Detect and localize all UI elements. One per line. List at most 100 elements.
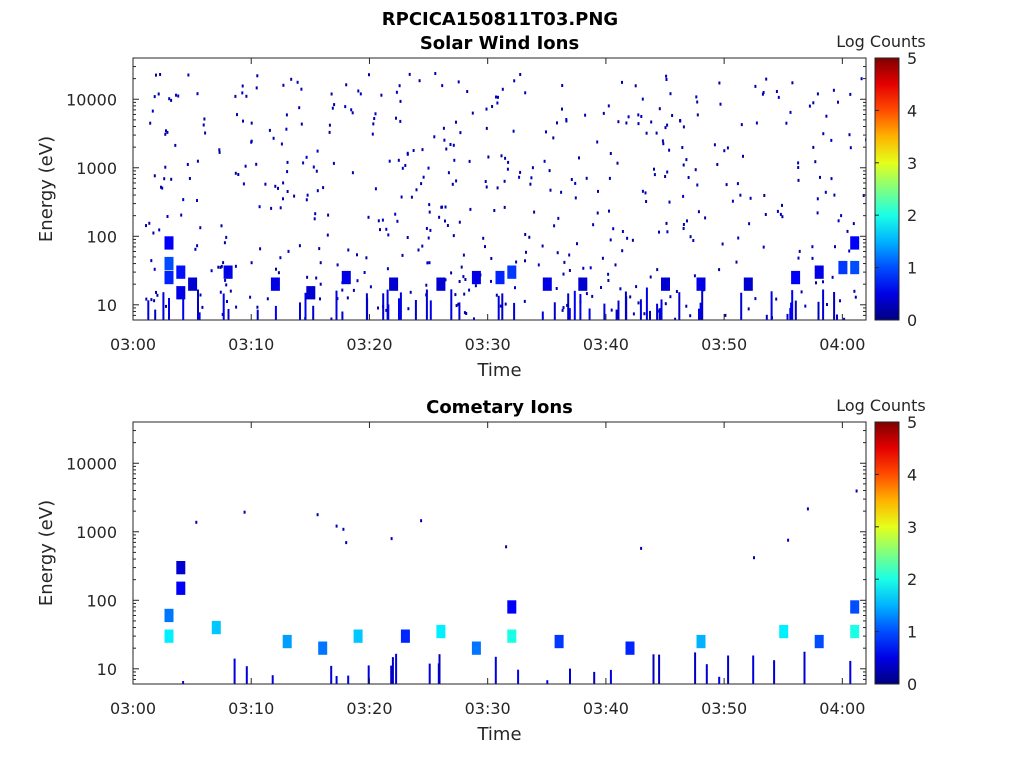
noise-pixel: [466, 90, 469, 93]
noise-pixel: [258, 205, 261, 209]
noise-pixel: [264, 182, 267, 186]
noise-pixel: [504, 156, 507, 160]
noise-pixel: [816, 211, 819, 215]
streak-pixel: [154, 309, 157, 320]
noise-pixel: [610, 308, 613, 312]
noise-pixel: [463, 292, 466, 296]
noise-pixel: [457, 302, 460, 306]
x-tick-label: 03:00: [110, 335, 156, 354]
noise-pixel: [830, 177, 833, 181]
noise-pixel: [280, 142, 283, 146]
streak-pixel: [791, 290, 794, 320]
heatmap-cell: [578, 277, 588, 291]
heatmap-cell: [850, 600, 860, 614]
heatmap-cell: [554, 634, 564, 649]
noise-pixel: [159, 73, 162, 76]
noise-pixel: [819, 175, 821, 179]
noise-pixel: [153, 95, 156, 99]
streak-pixel: [833, 292, 836, 320]
noise-pixel: [220, 224, 223, 228]
streak-pixel: [639, 299, 642, 320]
streak-pixel: [473, 317, 475, 320]
noise-pixel: [682, 163, 685, 167]
streak-pixel: [567, 293, 570, 320]
streak-pixel: [330, 665, 333, 684]
panel-title: Cometary Ions: [426, 397, 573, 418]
streak-pixel: [790, 302, 793, 320]
noise-pixel: [153, 299, 156, 303]
noise-pixel: [357, 89, 360, 93]
heatmap-cell: [838, 260, 848, 275]
noise-pixel: [235, 305, 238, 309]
noise-pixel: [781, 215, 784, 219]
noise-pixel: [234, 264, 237, 268]
heatmap-cell: [282, 634, 292, 649]
noise-pixel: [286, 160, 289, 164]
noise-pixel: [305, 155, 308, 159]
noise-pixel: [665, 221, 668, 225]
streak-pixel: [497, 295, 500, 320]
noise-pixel: [401, 166, 404, 170]
noise-pixel: [528, 235, 531, 239]
noise-pixel: [754, 84, 757, 88]
colorbar-tick-label: 4: [907, 101, 917, 120]
heatmap-cell: [661, 277, 670, 291]
noise-pixel: [277, 271, 280, 275]
streak-pixel: [740, 292, 743, 320]
noise-pixel: [379, 228, 381, 232]
noise-pixel: [662, 142, 665, 146]
noise-pixel: [400, 195, 403, 199]
streak-pixel: [617, 300, 620, 320]
noise-pixel: [462, 253, 465, 257]
noise-pixel: [270, 206, 273, 210]
noise-pixel: [806, 507, 809, 511]
noise-pixel: [356, 253, 358, 257]
noise-pixel: [145, 297, 148, 301]
noise-pixel: [425, 227, 428, 230]
noise-pixel: [570, 178, 573, 181]
noise-pixel: [519, 73, 522, 76]
noise-pixel: [491, 105, 494, 108]
noise-pixel: [367, 215, 370, 219]
noise-pixel: [460, 265, 463, 269]
streak-pixel: [843, 317, 846, 320]
noise-pixel: [396, 219, 399, 223]
noise-pixel: [458, 280, 461, 283]
streak-pixel: [256, 309, 259, 320]
noise-pixel: [465, 312, 468, 315]
colorbar-tick-label: 2: [907, 206, 917, 225]
noise-pixel: [506, 167, 509, 171]
noise-pixel: [333, 103, 336, 107]
noise-pixel: [561, 84, 564, 87]
streak-pixel: [588, 308, 591, 320]
noise-pixel: [529, 182, 532, 186]
noise-pixel: [582, 266, 585, 270]
noise-pixel: [394, 212, 397, 216]
streak-pixel: [312, 305, 315, 320]
noise-pixel: [415, 188, 418, 192]
noise-pixel: [290, 77, 293, 81]
noise-pixel: [696, 113, 699, 117]
y-tick-label: 10000: [66, 90, 117, 109]
noise-pixel: [814, 160, 817, 164]
noise-pixel: [464, 278, 467, 281]
noise-pixel: [455, 304, 458, 308]
noise-pixel: [315, 276, 318, 280]
streak-pixel: [569, 668, 571, 684]
noise-pixel: [371, 132, 374, 136]
noise-pixel: [395, 116, 397, 120]
noise-pixel: [563, 260, 566, 264]
noise-pixel: [463, 311, 466, 315]
noise-pixel: [316, 189, 319, 193]
noise-pixel: [775, 297, 778, 301]
x-tick-label: 03:50: [701, 335, 747, 354]
noise-pixel: [497, 95, 499, 99]
noise-pixel: [285, 113, 288, 117]
noise-pixel: [533, 210, 536, 214]
noise-pixel: [156, 293, 159, 297]
heatmap-cell: [779, 624, 789, 639]
noise-pixel: [296, 80, 299, 84]
noise-pixel: [553, 224, 556, 228]
noise-pixel: [626, 236, 629, 240]
streak-pixel: [849, 660, 852, 684]
